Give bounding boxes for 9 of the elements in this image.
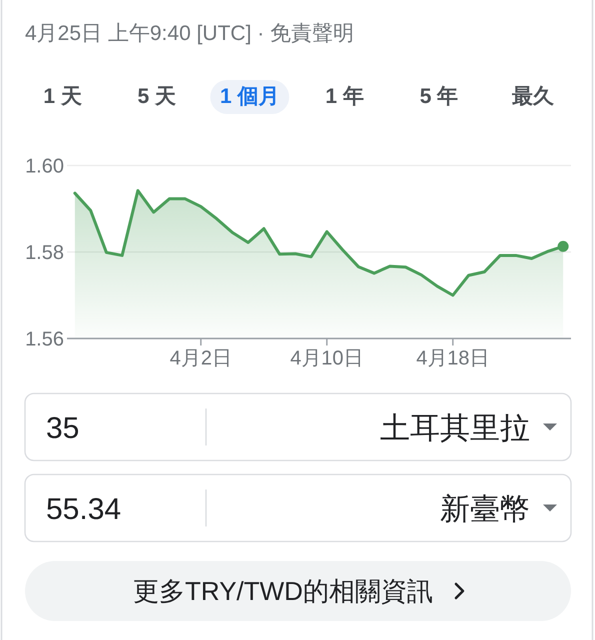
x-tick-label: 4月10日 bbox=[290, 348, 364, 370]
y-tick-label: 1.58 bbox=[25, 242, 64, 264]
chart: 1.56 1.58 1.60 4月2日 4月10日 4月18日 bbox=[25, 156, 571, 370]
chart-subtitle: 4月25日 上午9:40 [UTC] · 免責聲明 bbox=[25, 22, 354, 45]
y-tick-label: 1.56 bbox=[25, 328, 64, 350]
x-tick-label: 4月18日 bbox=[416, 348, 490, 370]
y-tick-label: 1.60 bbox=[25, 156, 64, 178]
x-tick-label: 4月2日 bbox=[170, 348, 232, 370]
more-info-button: 更多TRY/TWD的相關資訊 bbox=[25, 561, 571, 621]
